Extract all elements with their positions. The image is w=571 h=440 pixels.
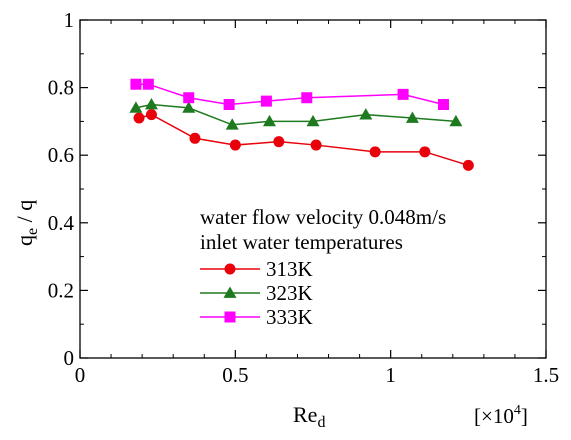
series-line <box>138 113 469 167</box>
data-point <box>189 132 201 144</box>
series-333K <box>130 78 449 110</box>
legend-title-line-2: inlet water temperatures <box>200 230 403 254</box>
data-point <box>273 136 285 148</box>
axes-layer: 0 0.5 1 1.5 0 0.2 0.4 0.6 0.8 1 <box>48 8 559 387</box>
legend-entry-313K: 313K <box>200 257 313 281</box>
data-point <box>369 146 381 158</box>
x-axis-label: Red <box>293 402 325 431</box>
x-tick-label: 1.5 <box>533 363 559 387</box>
legend-swatch-marker <box>224 311 236 323</box>
x-tick-label: 0.5 <box>222 363 248 387</box>
data-point <box>263 114 277 127</box>
y-axis-label: qe / q <box>12 200 41 246</box>
data-point <box>133 112 145 124</box>
y-tick-label: 0 <box>64 346 75 370</box>
legend-entry-323K: 323K <box>200 281 313 305</box>
y-tick-label: 0.2 <box>48 278 74 302</box>
legend-label: 333K <box>266 305 313 329</box>
data-point <box>419 146 431 158</box>
data-point <box>260 95 272 107</box>
plot-area-frame <box>79 19 547 359</box>
data-point <box>301 92 313 104</box>
data-point <box>306 114 320 127</box>
legend-label: 323K <box>266 281 313 305</box>
series-323K <box>129 98 463 130</box>
data-point <box>437 99 449 110</box>
data-point <box>145 109 157 121</box>
data-point <box>223 99 235 110</box>
data-point <box>397 88 409 100</box>
data-point <box>229 139 241 151</box>
series-313K <box>133 109 474 171</box>
y-tick-label: 1 <box>64 8 75 32</box>
data-point <box>182 101 196 113</box>
y-tick-label: 0.4 <box>48 211 75 235</box>
x-tick-label: 0 <box>75 363 86 387</box>
y-tick-label: 0.6 <box>48 143 74 167</box>
legend-swatch-marker <box>223 286 237 298</box>
x-tick-label: 1 <box>385 363 396 387</box>
y-tick-label: 0.8 <box>48 76 74 100</box>
data-point <box>129 101 143 113</box>
data-point <box>130 78 142 90</box>
legend-title-line-1: water flow velocity 0.048m/s <box>200 205 446 229</box>
x-axis-multiplier: [×104] <box>474 403 528 428</box>
data-point <box>462 159 474 171</box>
legend: water flow velocity 0.048m/s inlet water… <box>200 205 446 329</box>
legend-label: 313K <box>266 257 313 281</box>
data-point <box>225 118 239 130</box>
series-layer <box>129 78 474 171</box>
data-point <box>310 139 322 151</box>
data-point <box>183 92 195 104</box>
data-point <box>359 108 373 120</box>
data-point <box>405 111 419 123</box>
legend-entry-333K: 333K <box>200 305 313 329</box>
data-point <box>449 114 463 127</box>
data-point <box>142 78 154 90</box>
legend-swatch-marker <box>224 263 236 275</box>
data-point <box>144 98 158 110</box>
series-line <box>135 83 444 106</box>
